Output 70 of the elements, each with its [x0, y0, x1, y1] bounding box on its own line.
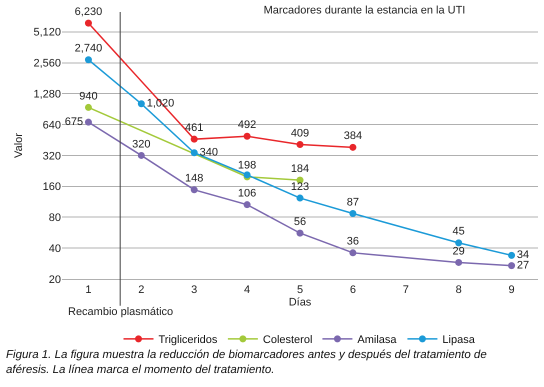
point	[190, 186, 198, 194]
text: Figura 1. La figura muestra la reducción de biomarcadores antes y después del tratamiento de aféresis. La línea marca el momento del tratamiento.	[6, 349, 487, 376]
point	[296, 194, 304, 202]
point	[296, 141, 304, 148]
y-tick-label: 160	[42, 181, 61, 194]
legend-label: Amilasa	[357, 334, 398, 346]
data-label: 27	[516, 259, 530, 272]
y-axis-title: Valor	[13, 132, 26, 158]
data-label: 940	[79, 90, 98, 102]
y-tick-label: 80	[48, 212, 61, 224]
point	[138, 100, 145, 108]
y-tick-label: 640	[42, 119, 61, 132]
y-tick-label: 5,120	[33, 26, 61, 39]
legend-label: Trigliceridos	[158, 334, 218, 346]
data-label: 56	[294, 216, 306, 228]
x-tick-label: 5	[296, 284, 304, 296]
point	[349, 210, 356, 217]
point	[455, 258, 462, 266]
point	[349, 144, 356, 151]
point	[190, 149, 198, 156]
point	[84, 118, 92, 126]
chart-title: Marcadores durante la estancia en la UTI	[264, 4, 466, 17]
data-label: 675	[64, 116, 84, 128]
point	[190, 136, 198, 143]
data-label: 45	[452, 226, 465, 238]
data-label: 409	[290, 127, 310, 140]
x-tick-label: 7	[402, 284, 409, 296]
x-tick-label: 6	[350, 284, 356, 296]
data-label: 6,230	[74, 6, 102, 18]
point	[349, 249, 356, 256]
point	[508, 252, 516, 259]
y-tick-label: 40	[48, 242, 61, 255]
y-tick-label: 1,280	[33, 88, 61, 101]
ref-line-label: Recambio plasmático	[68, 306, 174, 318]
data-label: 461	[185, 122, 204, 134]
data-label: 340	[200, 146, 218, 158]
data-label: 87	[346, 196, 360, 208]
point	[455, 239, 462, 246]
point	[138, 152, 145, 159]
x-tick-label: 2	[138, 284, 144, 296]
data-label: 106	[238, 188, 256, 200]
point	[508, 262, 516, 270]
data-label: 36	[346, 236, 360, 248]
data-label: 492	[238, 119, 256, 132]
x-tick-label: 4	[244, 284, 250, 296]
point	[84, 20, 92, 27]
point	[84, 104, 92, 111]
legend-label: Colesterol	[262, 334, 312, 346]
point	[296, 230, 304, 237]
data-label: 2,740	[74, 42, 102, 55]
point	[244, 201, 251, 208]
y-tick-label: 2,560	[33, 58, 61, 70]
point	[244, 132, 251, 140]
data-label: 184	[290, 162, 310, 175]
x-tick-label: 3	[191, 284, 198, 296]
x-tick-label: 9	[508, 284, 515, 296]
data-label: 123	[290, 180, 310, 193]
data-label: 320	[132, 138, 151, 150]
data-label: 198	[238, 160, 256, 172]
x-tick-label: 1	[85, 284, 92, 296]
y-tick-label: 20	[48, 274, 61, 286]
data-label: 34	[516, 249, 530, 262]
y-tick-label: 320	[42, 150, 61, 162]
point	[84, 56, 92, 64]
data-label: 384	[344, 130, 362, 142]
x-tick-label: 8	[456, 284, 462, 296]
data-label: 29	[452, 245, 465, 258]
legend-label: Lipasa	[442, 334, 476, 346]
data-label: 148	[185, 172, 204, 185]
x-axis-title: Días	[288, 296, 312, 308]
